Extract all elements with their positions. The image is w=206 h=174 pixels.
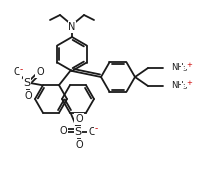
Text: O: O: [13, 67, 21, 77]
Text: O: O: [24, 91, 32, 101]
Text: O: O: [36, 67, 44, 77]
Text: +: +: [185, 81, 191, 86]
Text: S: S: [23, 78, 30, 88]
Text: N: N: [68, 22, 75, 32]
Text: O: O: [59, 126, 67, 136]
Text: O: O: [75, 140, 82, 150]
Text: NH: NH: [170, 64, 183, 73]
Text: S: S: [74, 127, 81, 137]
Text: +: +: [185, 62, 191, 69]
Text: 3: 3: [181, 84, 186, 90]
Text: NH: NH: [170, 81, 183, 90]
Text: O: O: [88, 127, 95, 137]
Text: O: O: [75, 114, 82, 124]
Text: 3: 3: [181, 66, 186, 72]
Text: -: -: [94, 124, 97, 133]
Text: -: -: [19, 65, 22, 74]
